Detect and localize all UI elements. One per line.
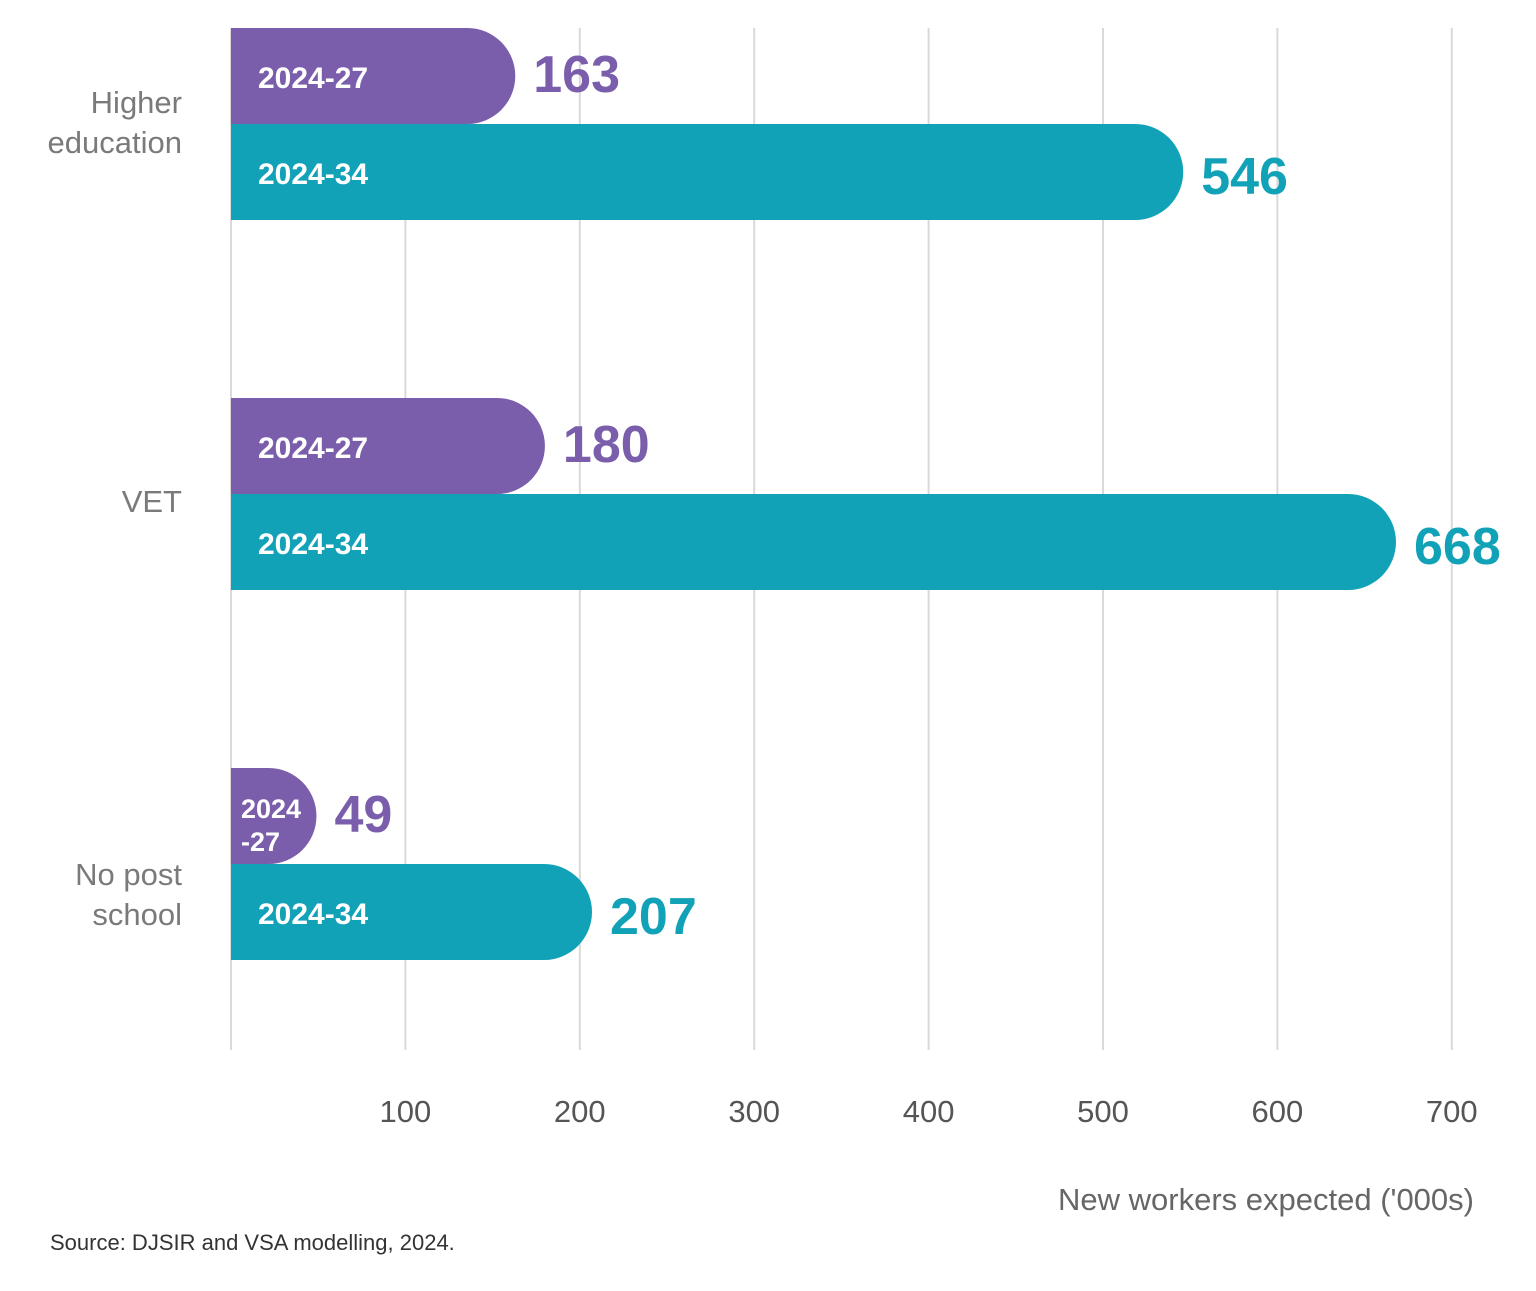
bar-period-label: 2024-27 [258,62,368,95]
data-label: 668 [1414,518,1501,576]
bar-2024-34 [231,124,1184,220]
data-label: 49 [334,786,392,844]
category-label: VET [122,484,182,519]
x-tick-label: 200 [554,1094,606,1129]
data-label: 546 [1201,148,1288,206]
x-axis-title: New workers expected ('000s) [1058,1182,1474,1217]
category-label-line: school [92,897,182,932]
bar-2024-27 [231,398,545,494]
category-label-line: No post [75,857,182,892]
data-label: 207 [610,888,697,946]
category-label: No post school [75,857,182,932]
bar-2024-27 [231,768,317,864]
category-label: Higher education [48,85,182,160]
bar-period-label-line: -27 [241,827,280,857]
data-label: 163 [533,46,620,104]
category-label-line: Higher [91,85,182,120]
bar-period-label: 2024-27 [241,794,301,857]
source-note: Source: DJSIR and VSA modelling, 2024. [50,1230,455,1255]
category-label-line: education [48,125,182,160]
bars [231,28,1396,960]
category-label-line: VET [122,484,182,519]
value-labels: 163 546 180 668 49 207 [334,46,1500,946]
x-tick-label: 500 [1077,1094,1129,1129]
x-tick-label: 300 [728,1094,780,1129]
category-labels: Higher education VET No post school [48,85,183,932]
bar-period-label: 2024-27 [258,432,368,465]
x-tick-label: 700 [1426,1094,1478,1129]
x-tick-label: 100 [380,1094,432,1129]
x-axis-tick-labels: 100 200 300 400 500 600 700 [380,1094,1478,1129]
x-tick-label: 400 [903,1094,955,1129]
bar-period-label: 2024-34 [258,158,368,191]
bar-period-label-line: 2024 [241,794,301,824]
bar-2024-34 [231,864,593,960]
data-label: 180 [563,416,650,474]
bar-period-label: 2024-34 [258,898,368,931]
x-tick-label: 600 [1252,1094,1304,1129]
bar-2024-34 [231,494,1396,590]
bar-2024-27 [231,28,516,124]
bar-period-label: 2024-34 [258,528,368,561]
